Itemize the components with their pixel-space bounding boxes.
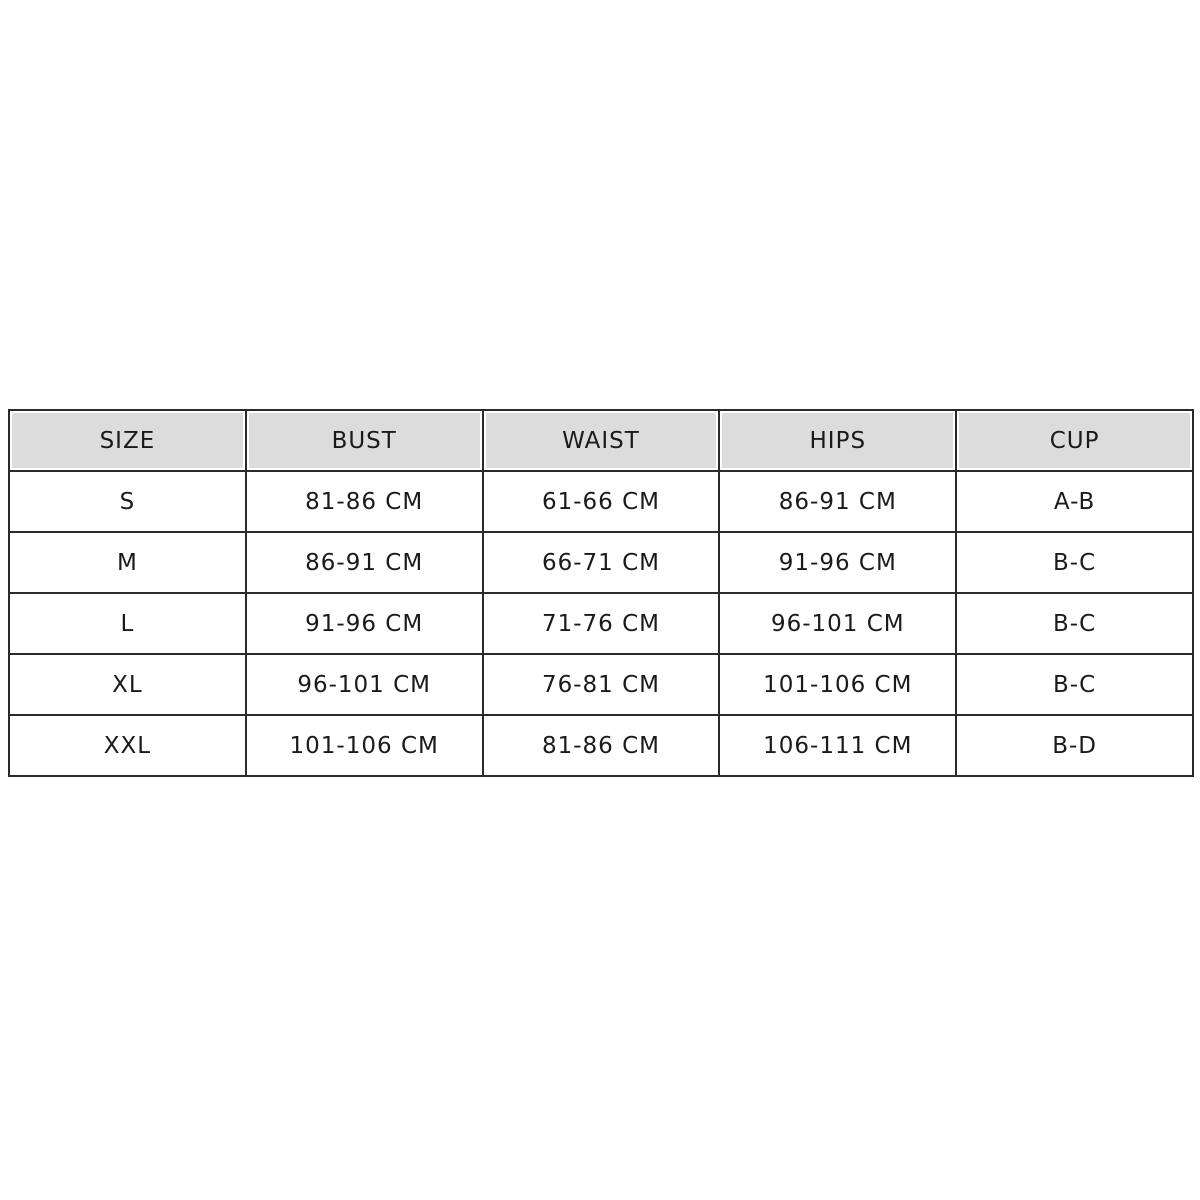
cell-cup: B-C <box>955 592 1194 655</box>
cell-waist: 81-86 CM <box>481 714 721 777</box>
table-row: XL 96-101 CM 76-81 CM 101-106 CM B-C <box>8 653 1194 716</box>
cell-size: XXL <box>8 714 247 777</box>
header-waist: WAIST <box>481 409 721 472</box>
cell-waist: 66-71 CM <box>481 531 721 594</box>
cell-bust: 86-91 CM <box>244 531 484 594</box>
cell-size: S <box>8 470 247 533</box>
cell-waist: 76-81 CM <box>481 653 721 716</box>
cell-waist: 71-76 CM <box>481 592 721 655</box>
table-row: L 91-96 CM 71-76 CM 96-101 CM B-C <box>8 592 1194 655</box>
header-cup: CUP <box>955 409 1194 472</box>
cell-bust: 96-101 CM <box>244 653 484 716</box>
header-size: SIZE <box>8 409 247 472</box>
cell-hips: 91-96 CM <box>718 531 958 594</box>
cell-bust: 91-96 CM <box>244 592 484 655</box>
cell-hips: 101-106 CM <box>718 653 958 716</box>
cell-cup: B-D <box>955 714 1194 777</box>
cell-cup: B-C <box>955 531 1194 594</box>
cell-cup: A-B <box>955 470 1194 533</box>
cell-size: L <box>8 592 247 655</box>
size-chart-table: SIZE BUST WAIST HIPS CUP S 81-86 CM 61-66 … <box>8 409 1194 777</box>
cell-hips: 86-91 CM <box>718 470 958 533</box>
cell-waist: 61-66 CM <box>481 470 721 533</box>
table-row: XXL 101-106 CM 81-86 CM 106-111 CM B-D <box>8 714 1194 777</box>
cell-size: XL <box>8 653 247 716</box>
cell-hips: 96-101 CM <box>718 592 958 655</box>
table-row: M 86-91 CM 66-71 CM 91-96 CM B-C <box>8 531 1194 594</box>
header-bust: BUST <box>244 409 484 472</box>
cell-hips: 106-111 CM <box>718 714 958 777</box>
cell-cup: B-C <box>955 653 1194 716</box>
table-row: S 81-86 CM 61-66 CM 86-91 CM A-B <box>8 470 1194 533</box>
cell-size: M <box>8 531 247 594</box>
cell-bust: 101-106 CM <box>244 714 484 777</box>
cell-bust: 81-86 CM <box>244 470 484 533</box>
header-row: SIZE BUST WAIST HIPS CUP <box>8 409 1194 472</box>
header-hips: HIPS <box>718 409 958 472</box>
